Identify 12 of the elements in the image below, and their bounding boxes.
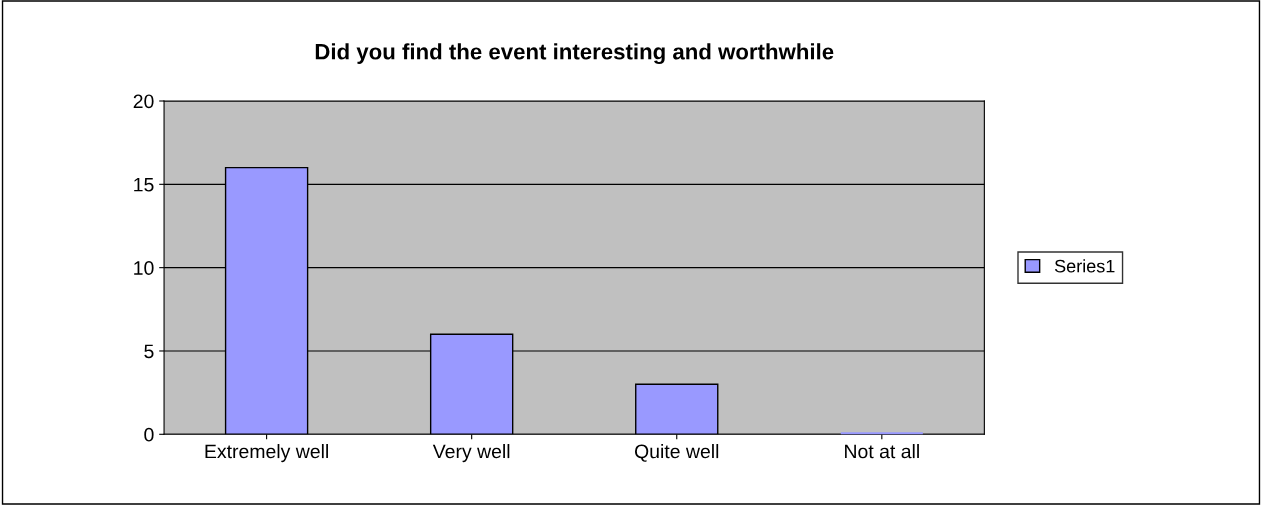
x-tick-label: Very well [432, 444, 510, 463]
y-tick-label: 10 [134, 261, 154, 275]
y-tick-label: 5 [144, 344, 154, 359]
bar [635, 383, 719, 435]
y-tick-label: 20 [133, 94, 154, 109]
legend-label: Series1 [1054, 259, 1115, 273]
chart-title: Did you find the event interesting and worthwhile [315, 43, 834, 65]
x-tick-label: Quite well [634, 444, 719, 462]
y-tick-label: 15 [134, 177, 154, 192]
x-tick-label: Extremely well [205, 444, 328, 463]
y-tick-label: 0 [144, 427, 154, 442]
x-tick-label: Not at all [845, 444, 919, 459]
